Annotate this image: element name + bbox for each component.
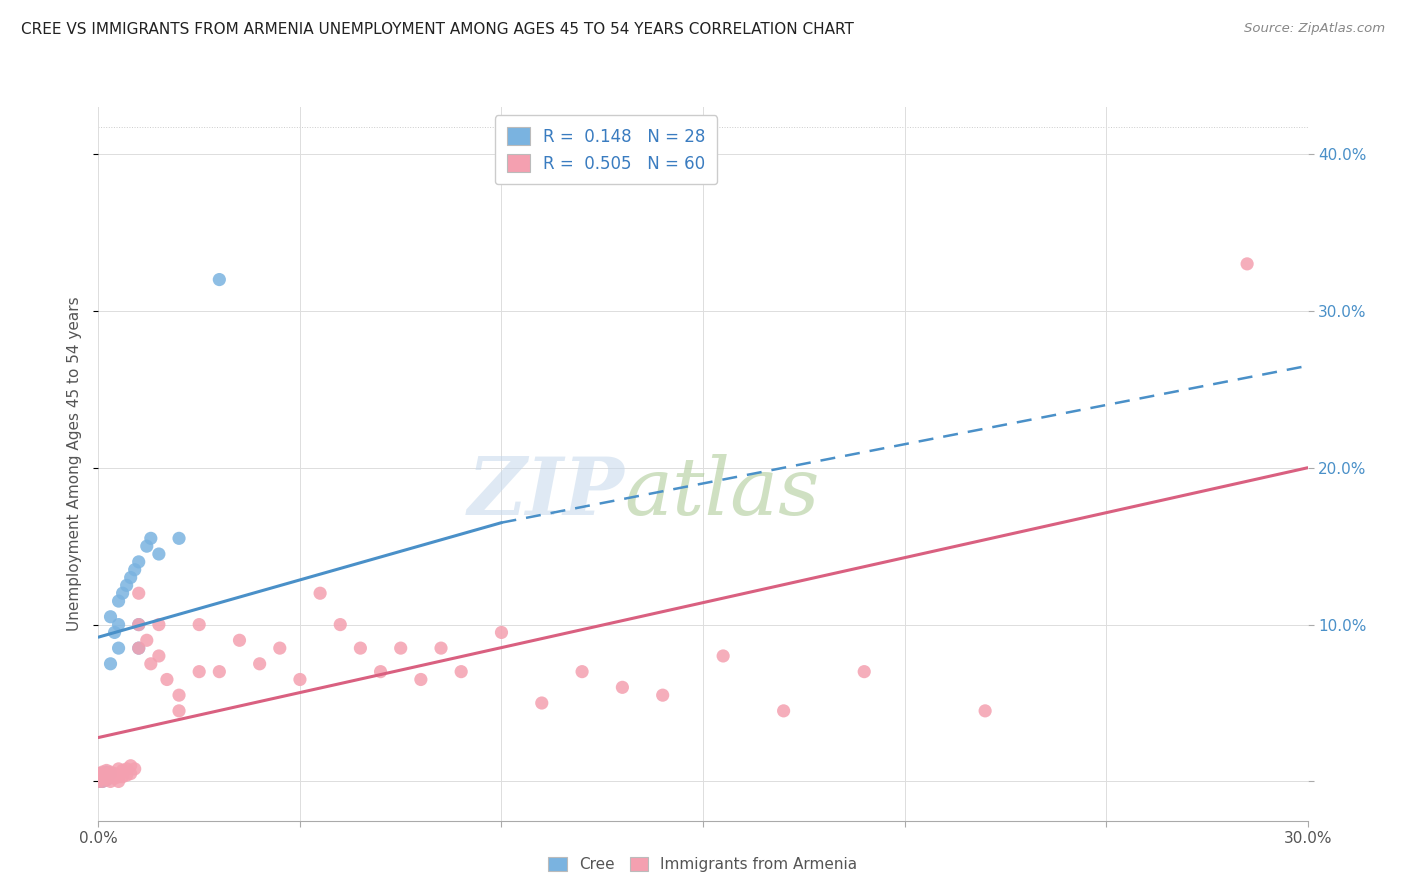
Point — [208, 665, 231, 679]
Point — [249, 657, 271, 671]
Point — [974, 704, 997, 718]
Point — [167, 704, 190, 718]
Point — [100, 774, 122, 789]
Point — [115, 768, 138, 782]
Point — [139, 532, 162, 546]
Point — [91, 770, 114, 784]
Point — [91, 768, 114, 782]
Point — [91, 764, 114, 779]
Point — [96, 770, 118, 784]
Point — [309, 586, 332, 600]
Point — [87, 774, 110, 789]
Point — [100, 766, 122, 780]
Point — [612, 681, 634, 695]
Point — [96, 772, 118, 787]
Point — [530, 696, 553, 710]
Text: atlas: atlas — [624, 454, 820, 531]
Point — [128, 641, 150, 656]
Point — [288, 673, 311, 687]
Point — [853, 665, 876, 679]
Point — [107, 641, 129, 656]
Point — [107, 594, 129, 608]
Point — [571, 665, 593, 679]
Legend: Cree, Immigrants from Armenia: Cree, Immigrants from Armenia — [541, 849, 865, 880]
Point — [135, 633, 157, 648]
Point — [124, 563, 146, 577]
Point — [772, 704, 794, 718]
Point — [120, 766, 142, 780]
Y-axis label: Unemployment Among Ages 45 to 54 years: Unemployment Among Ages 45 to 54 years — [67, 296, 83, 632]
Point — [87, 774, 110, 789]
Point — [91, 772, 114, 786]
Point — [120, 758, 142, 772]
Point — [148, 617, 170, 632]
Point — [188, 665, 211, 679]
Point — [111, 770, 134, 784]
Point — [148, 547, 170, 561]
Point — [148, 648, 170, 663]
Point — [100, 657, 122, 671]
Point — [115, 762, 138, 776]
Point — [124, 762, 146, 776]
Text: Source: ZipAtlas.com: Source: ZipAtlas.com — [1244, 22, 1385, 36]
Point — [370, 665, 392, 679]
Point — [87, 766, 110, 780]
Point — [96, 772, 118, 787]
Point — [491, 625, 513, 640]
Point — [91, 772, 114, 787]
Point — [107, 774, 129, 789]
Point — [711, 648, 734, 663]
Point — [115, 578, 138, 592]
Point — [139, 657, 162, 671]
Point — [128, 641, 150, 656]
Point — [167, 532, 190, 546]
Point — [100, 609, 122, 624]
Point — [96, 764, 118, 779]
Point — [329, 617, 352, 632]
Point — [430, 641, 453, 656]
Point — [107, 762, 129, 776]
Point — [128, 555, 150, 569]
Point — [349, 641, 371, 656]
Text: ZIP: ZIP — [468, 454, 624, 531]
Point — [107, 770, 129, 784]
Point — [96, 770, 118, 784]
Point — [135, 539, 157, 553]
Point — [96, 764, 118, 778]
Text: CREE VS IMMIGRANTS FROM ARMENIA UNEMPLOYMENT AMONG AGES 45 TO 54 YEARS CORRELATI: CREE VS IMMIGRANTS FROM ARMENIA UNEMPLOY… — [21, 22, 853, 37]
Point — [91, 774, 114, 789]
Point — [111, 586, 134, 600]
Point — [120, 570, 142, 584]
Point — [103, 625, 125, 640]
Point — [87, 766, 110, 780]
Point — [87, 770, 110, 784]
Point — [389, 641, 412, 656]
Point — [87, 772, 110, 786]
Point — [128, 586, 150, 600]
Point — [269, 641, 291, 656]
Point — [409, 673, 432, 687]
Point — [188, 617, 211, 632]
Point — [1236, 257, 1258, 271]
Point — [103, 772, 125, 786]
Point — [167, 688, 190, 702]
Point — [128, 617, 150, 632]
Point — [128, 617, 150, 632]
Point — [651, 688, 673, 702]
Point — [100, 770, 122, 784]
Point — [208, 272, 231, 286]
Point — [107, 617, 129, 632]
Point — [111, 764, 134, 778]
Point — [450, 665, 472, 679]
Point — [100, 764, 122, 779]
Legend: R =  0.148   N = 28, R =  0.505   N = 60: R = 0.148 N = 28, R = 0.505 N = 60 — [495, 115, 717, 185]
Point — [228, 633, 250, 648]
Point — [156, 673, 179, 687]
Point — [91, 774, 114, 789]
Point — [103, 766, 125, 780]
